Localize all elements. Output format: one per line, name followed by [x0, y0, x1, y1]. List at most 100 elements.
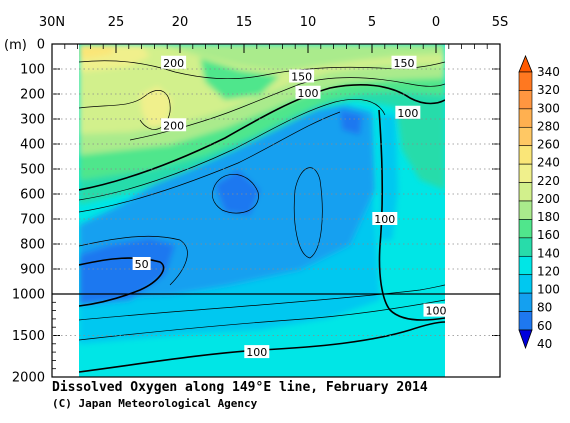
colorbar-swatch — [518, 219, 533, 239]
contour-line — [79, 111, 341, 213]
colorbar: 340 320 300 280 260 240 220 200 180 160 140 120 100 8… — [518, 54, 560, 351]
colorbar-swatch — [518, 311, 533, 331]
contour-line — [212, 173, 259, 214]
colorbar-swatch — [518, 237, 533, 257]
colorbar-label: 300 — [537, 101, 560, 115]
contour-label: 100 — [246, 346, 267, 359]
field-min-mid — [215, 170, 260, 215]
colorbar-label: 260 — [537, 138, 560, 152]
contour-label-bg — [289, 69, 315, 83]
contour-label-bg — [391, 55, 417, 69]
field-min-west — [79, 238, 175, 305]
colorbar-swatch — [518, 200, 533, 220]
colorbar-label: 280 — [537, 119, 560, 133]
plot-frame — [51, 43, 501, 378]
contour-label-bg — [161, 55, 187, 69]
contour-line — [79, 321, 445, 373]
contour-label: 100 — [426, 305, 447, 318]
y-tick-label: 900 — [20, 263, 45, 278]
colorbar-label: 220 — [537, 174, 560, 188]
y-tick-label: 200 — [20, 88, 45, 103]
colorbar-label: 200 — [537, 192, 560, 206]
y-tick-label: 600 — [20, 188, 45, 203]
chart-title: Dissolved Oxygen along 149°E line, Febru… — [52, 380, 428, 395]
x-tick-label: 5S — [492, 15, 509, 30]
colorbar-swatch — [518, 292, 533, 312]
colorbar-swatch — [518, 126, 533, 147]
contour-label-bg — [161, 118, 187, 132]
y-tick-label: 800 — [20, 238, 45, 253]
field-min-east — [340, 110, 362, 135]
contour-line — [378, 109, 445, 321]
y-tick-label: 400 — [20, 138, 45, 153]
y-tick-label: 2000 — [12, 371, 45, 386]
chart-credit: (C) Japan Meteorological Agency — [52, 397, 258, 410]
colorbar-label: 240 — [537, 156, 560, 170]
colorbar-label: 60 — [537, 319, 552, 333]
colorbar-swatch — [518, 108, 533, 128]
contour-line — [79, 299, 445, 341]
x-tick-label: 25 — [108, 15, 125, 30]
contour-label: 200 — [163, 57, 184, 70]
colorbar-swatch — [518, 163, 533, 183]
colorbar-swatch — [518, 145, 533, 165]
contour-label-bg — [132, 257, 151, 270]
contour-lines — [79, 60, 445, 373]
contour-label-bg — [295, 85, 321, 99]
contour-label-bg — [395, 105, 421, 119]
colorbar-label: 40 — [537, 337, 552, 351]
colorbar-label: 320 — [537, 83, 560, 97]
colorbar-label: 160 — [537, 228, 560, 242]
contour-label: 50 — [135, 258, 149, 271]
y-unit-label: (m) — [4, 38, 27, 53]
colorbar-label: 100 — [537, 283, 560, 297]
colorbar-label: 140 — [537, 246, 560, 260]
contour-label: 150 — [394, 57, 415, 70]
colorbar-top-arrow — [518, 54, 533, 73]
field-eddy — [140, 86, 172, 128]
colorbar-label: 80 — [537, 301, 552, 315]
contour-line — [79, 284, 445, 321]
field-thermocline-1 — [79, 77, 445, 205]
field-east-band — [380, 115, 398, 240]
contour-label: 200 — [163, 119, 184, 132]
colorbar-label: 180 — [537, 210, 560, 224]
x-tick-label: 20 — [172, 15, 189, 30]
field-nw-warm — [79, 44, 115, 58]
x-tick-label: 15 — [236, 15, 253, 30]
contour-label: 100 — [397, 107, 418, 120]
y-tick-label: 300 — [20, 113, 45, 128]
contour-labels: 200 200 150 100 150 100 100 50 100 100 — [132, 55, 449, 359]
colorbar-bottom-arrow — [518, 329, 533, 350]
colorbar-swatch — [518, 182, 533, 202]
contour-label-bg — [244, 345, 270, 359]
contour-label: 150 — [291, 71, 312, 84]
contour-label-bg — [423, 303, 449, 317]
contour-line — [79, 90, 171, 130]
y-tick-label: 0 — [37, 38, 45, 53]
colorbar-swatch — [518, 90, 533, 110]
x-tick-label: 0 — [432, 15, 440, 30]
field-surface-green — [200, 58, 280, 100]
contour-line — [79, 99, 386, 201]
x-tick-label: 10 — [300, 15, 317, 30]
x-tick-label: 5 — [368, 15, 376, 30]
x-tick-label: 30N — [39, 15, 65, 30]
contour-line — [129, 77, 445, 141]
y-tick-label: 500 — [20, 163, 45, 178]
contour-label: 100 — [374, 213, 395, 226]
field-thermocline-2 — [79, 70, 445, 180]
y-tick-label: 100 — [20, 63, 45, 78]
colorbar-swatch — [518, 71, 533, 91]
colorbar-label: 340 — [537, 65, 560, 79]
y-tick-label: 700 — [20, 213, 45, 228]
colorbar-label: 120 — [537, 264, 560, 278]
contour-line — [79, 257, 165, 307]
contour-line — [293, 167, 323, 259]
contour-label-bg — [372, 212, 398, 225]
y-tick-label: 1000 — [12, 288, 45, 303]
y-tick-label: 1500 — [12, 329, 45, 344]
contour-line — [79, 235, 188, 286]
contour-label: 100 — [298, 87, 319, 100]
